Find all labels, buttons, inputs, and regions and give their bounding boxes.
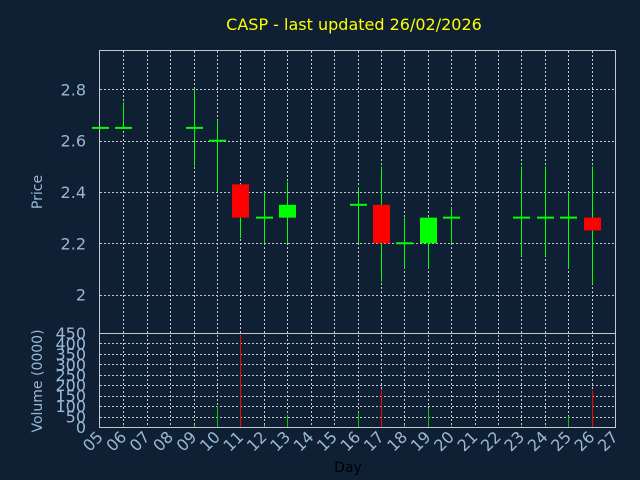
candle-body [513, 216, 530, 219]
volume-tick-label: 150 [55, 387, 86, 406]
candle-body [420, 217, 437, 244]
price-tick-label: 2.8 [61, 80, 86, 99]
price-axis-label: Price [30, 175, 46, 209]
candle-body [584, 217, 601, 231]
chart-title: CASP - last updated 26/02/2026 [226, 15, 482, 34]
volume-tick-label: 100 [55, 397, 86, 416]
candle-body [560, 216, 577, 219]
candle-body [115, 126, 132, 129]
candle-body [537, 216, 554, 219]
price-tick-label: 2.2 [61, 234, 86, 253]
grid [100, 51, 615, 427]
candles [92, 89, 601, 285]
candle-body [209, 139, 226, 142]
volume-tick-label: 250 [55, 366, 86, 385]
price-tick-label: 2.4 [61, 183, 86, 202]
candle-body [279, 204, 296, 218]
price-tick-labels: 2 2.2 2.4 2.6 2.8 [61, 80, 86, 304]
x-axis-label: Day [334, 460, 362, 476]
volume-tick-label: 200 [55, 376, 86, 395]
volume-tick-label: 350 [55, 345, 86, 364]
volume-tick-label: 50 [66, 408, 86, 427]
volume-bars [123, 335, 593, 427]
candle-body [373, 204, 390, 244]
day-tick-label: 27 [594, 427, 622, 455]
volume-panel-border [99, 333, 616, 428]
volume-tick-label: 300 [55, 355, 86, 374]
candle-body [232, 184, 249, 218]
candle-body [186, 126, 203, 129]
volume-tick-label: 450 [55, 324, 86, 343]
candle-body [443, 216, 460, 219]
price-tick-label: 2.6 [61, 132, 86, 151]
volume-axis-label: Volume (0000) [30, 329, 46, 432]
day-tick-labels: 0506070809101112131415161718192021222324… [79, 427, 622, 455]
candle-body [256, 216, 273, 219]
price-tick-label: 2 [76, 286, 86, 305]
candle-body [92, 126, 109, 129]
candle-body [396, 242, 413, 245]
volume-tick-label: 0 [76, 418, 86, 437]
candle-body [350, 203, 367, 206]
volume-tick-label: 400 [55, 334, 86, 353]
